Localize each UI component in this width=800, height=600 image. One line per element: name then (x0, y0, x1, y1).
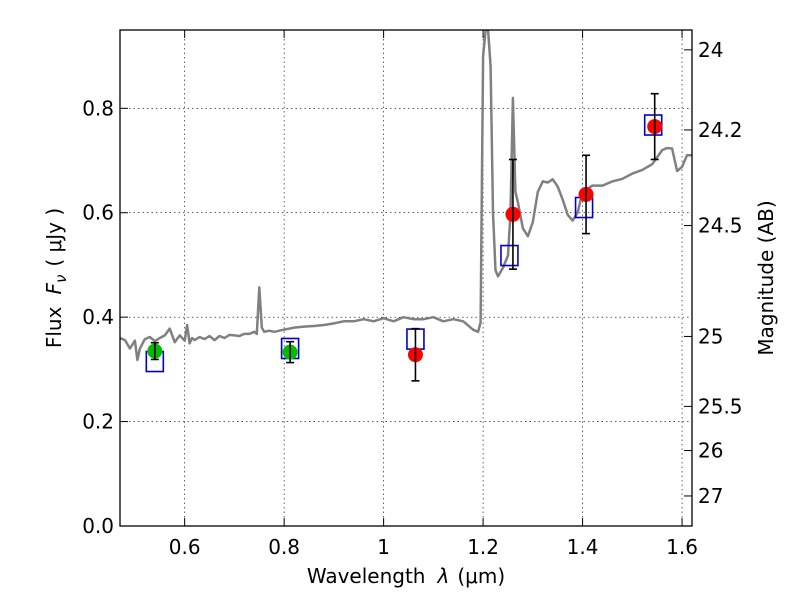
x-tick-label-4: 1.4 (567, 535, 599, 559)
model-box-3 (500, 244, 519, 267)
y-tick-label-2: 0.4 (82, 305, 114, 329)
grid-layer (120, 30, 692, 527)
green-obs-point-1 (282, 340, 298, 364)
tick-layer: 0.6 0.8 1 1.2 1.4 1.6 0.0 0.2 0.4 0.6 0.8 24 24.2 24.… (82, 30, 743, 559)
y-axis-label-subscript: ν (52, 275, 70, 283)
mag-tick-label-5: 26 (698, 439, 723, 463)
x-tick-label-0: 0.6 (169, 535, 201, 559)
x-tick-label-3: 1.2 (467, 535, 499, 559)
x-tick-label-1: 0.8 (268, 535, 300, 559)
y-axis-label: Flux Fν ( μJy ) (42, 208, 70, 348)
x-axis-label-text: Wavelength (307, 564, 426, 588)
x-axis-label: Wavelength λ (μm) (307, 564, 505, 588)
x-tick-label-5: 1.6 (666, 535, 698, 559)
red-obs-point-3 (647, 92, 663, 161)
spectrum-line (120, 30, 692, 362)
y-tick-label-4: 0.8 (82, 96, 114, 120)
mag-tick-label-6: 27 (698, 484, 723, 508)
x-tick-label-2: 1 (377, 535, 390, 559)
y-axis-label-symbol: F (42, 283, 66, 295)
mag-tick-label-2: 24.5 (698, 214, 743, 238)
series-layer (120, 30, 692, 382)
mag-tick-label-0: 24 (698, 38, 723, 62)
red-obs-point-2 (578, 154, 594, 235)
y-axis-label-text: Flux (42, 306, 66, 348)
y-axis-label-unit: ( μJy ) (42, 208, 66, 267)
y-tick-label-1: 0.2 (82, 410, 114, 434)
x-axis-label-symbol: λ (437, 564, 450, 588)
green-obs-point-0 (147, 341, 163, 361)
red-obs-point-0 (407, 327, 423, 382)
mag-tick-label-4: 25.5 (698, 394, 743, 418)
mag-tick-label-3: 25 (698, 324, 723, 348)
plot-frame (119, 29, 693, 527)
mag-tick-label-1: 24.2 (698, 118, 743, 142)
x-axis-label-unit: (μm) (457, 564, 505, 588)
y-tick-label-3: 0.6 (82, 201, 114, 225)
y2-axis-label: Magnitude (AB) (754, 200, 778, 355)
y-tick-label-0: 0.0 (82, 514, 114, 538)
red-obs-point-1 (505, 158, 521, 270)
